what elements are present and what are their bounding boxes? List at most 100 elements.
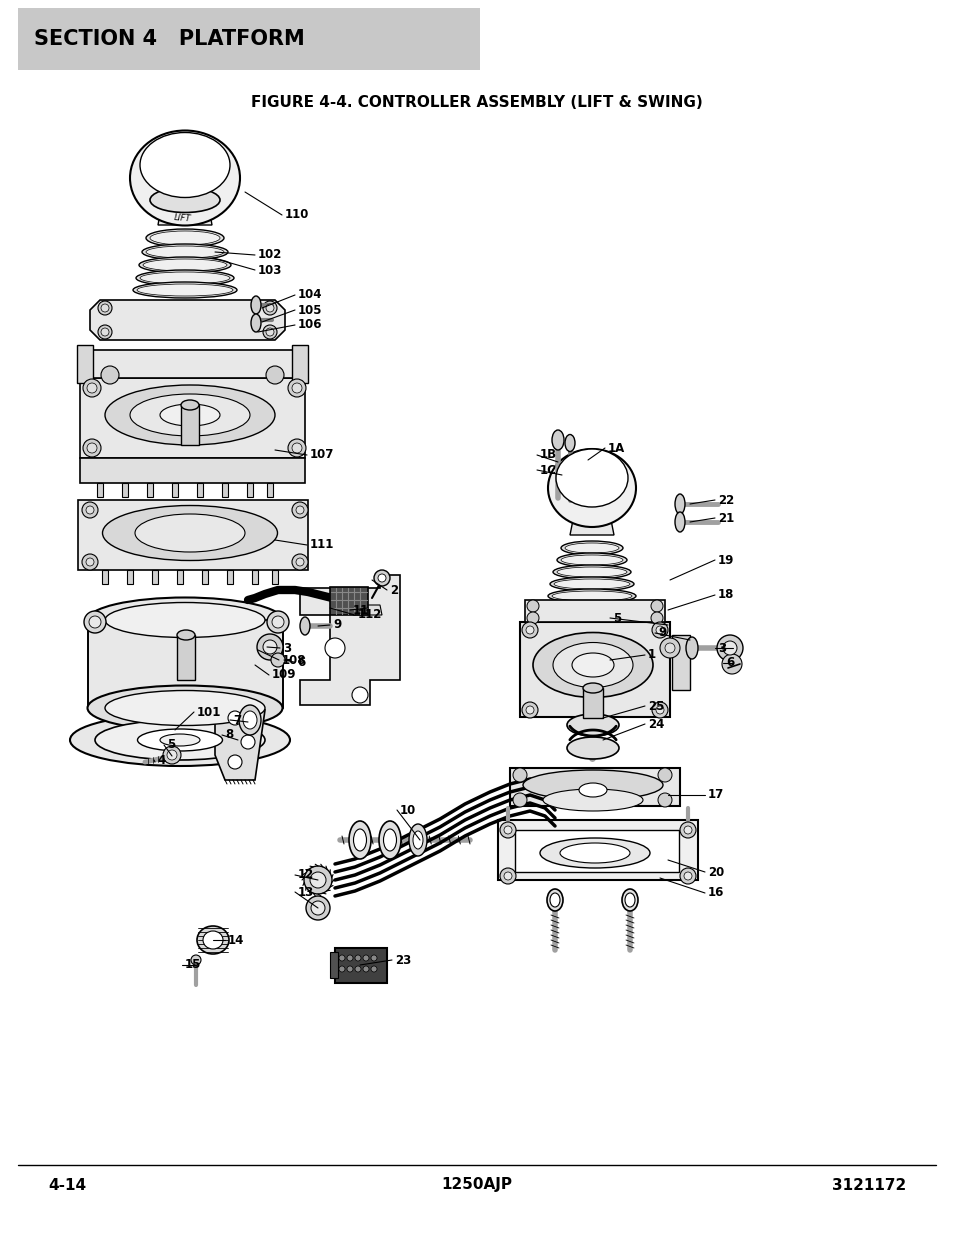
Bar (519, 622, 669, 718)
Circle shape (98, 301, 112, 315)
Circle shape (89, 616, 101, 629)
Text: 107: 107 (310, 448, 334, 462)
Ellipse shape (533, 632, 652, 698)
Ellipse shape (564, 543, 618, 553)
Ellipse shape (177, 630, 194, 640)
Ellipse shape (553, 642, 633, 688)
Circle shape (101, 329, 109, 336)
Ellipse shape (546, 889, 562, 911)
Bar (177, 571, 183, 584)
Bar (122, 483, 128, 496)
Ellipse shape (349, 821, 371, 860)
Bar (292, 345, 308, 383)
Bar (524, 600, 664, 622)
Circle shape (521, 622, 537, 638)
Text: 12: 12 (297, 868, 314, 882)
Ellipse shape (560, 555, 622, 564)
Text: 20: 20 (707, 866, 723, 878)
Circle shape (87, 383, 97, 393)
Circle shape (310, 872, 326, 888)
Circle shape (513, 768, 526, 782)
Ellipse shape (556, 450, 627, 508)
Ellipse shape (143, 259, 227, 270)
Circle shape (191, 955, 201, 965)
Ellipse shape (413, 831, 422, 848)
Ellipse shape (137, 284, 233, 296)
Ellipse shape (135, 514, 245, 552)
Text: 4-14: 4-14 (48, 1177, 86, 1193)
Ellipse shape (140, 132, 230, 198)
Circle shape (256, 634, 283, 659)
Bar (85, 350, 299, 378)
Bar (152, 571, 158, 584)
Ellipse shape (621, 889, 638, 911)
Circle shape (304, 866, 332, 894)
Ellipse shape (196, 926, 229, 953)
Circle shape (306, 897, 330, 920)
Bar (102, 571, 108, 584)
Circle shape (355, 955, 360, 961)
Circle shape (658, 793, 671, 806)
Bar (80, 458, 305, 483)
Ellipse shape (557, 553, 626, 567)
Text: 102: 102 (257, 248, 282, 262)
Circle shape (650, 600, 662, 613)
Circle shape (355, 966, 360, 972)
Circle shape (263, 640, 276, 655)
Ellipse shape (560, 541, 622, 555)
Circle shape (374, 571, 390, 585)
Circle shape (292, 383, 302, 393)
Polygon shape (214, 710, 265, 781)
Text: 8: 8 (225, 729, 233, 741)
Text: 21: 21 (718, 511, 734, 525)
Circle shape (288, 438, 306, 457)
Circle shape (679, 868, 696, 884)
Circle shape (292, 501, 308, 517)
Circle shape (651, 701, 667, 718)
Circle shape (525, 706, 534, 714)
Ellipse shape (563, 463, 592, 480)
Text: 19: 19 (718, 553, 734, 567)
Circle shape (499, 823, 516, 839)
Circle shape (272, 616, 284, 629)
Circle shape (650, 613, 662, 624)
Text: 103: 103 (257, 263, 282, 277)
Ellipse shape (675, 513, 684, 532)
Ellipse shape (160, 734, 200, 746)
Text: FIGURE 4-4. CONTROLLER ASSEMBLY (LIFT & SWING): FIGURE 4-4. CONTROLLER ASSEMBLY (LIFT & … (251, 95, 702, 110)
Circle shape (266, 329, 274, 336)
Ellipse shape (146, 228, 224, 247)
Circle shape (86, 558, 94, 566)
Circle shape (347, 966, 353, 972)
Bar (97, 483, 103, 496)
Text: 6: 6 (296, 656, 305, 668)
Text: 5: 5 (167, 739, 175, 752)
Bar (77, 345, 92, 383)
Text: 15: 15 (185, 958, 201, 972)
Circle shape (499, 868, 516, 884)
Ellipse shape (578, 783, 606, 797)
Circle shape (717, 635, 742, 661)
Polygon shape (299, 576, 399, 705)
Text: 112: 112 (357, 609, 382, 621)
Text: 16: 16 (707, 887, 723, 899)
Circle shape (267, 611, 289, 634)
Ellipse shape (354, 829, 366, 851)
Ellipse shape (582, 683, 602, 693)
Circle shape (292, 443, 302, 453)
Text: 5: 5 (613, 611, 620, 625)
Circle shape (664, 643, 675, 653)
Circle shape (377, 574, 386, 582)
Text: 9: 9 (333, 619, 341, 631)
Text: 10: 10 (399, 804, 416, 816)
Text: 111: 111 (310, 538, 334, 552)
Circle shape (295, 558, 304, 566)
Circle shape (98, 325, 112, 338)
Circle shape (271, 653, 285, 667)
Ellipse shape (624, 893, 635, 906)
Circle shape (503, 826, 512, 834)
Ellipse shape (566, 714, 618, 736)
Circle shape (503, 872, 512, 881)
Text: 1B: 1B (539, 448, 557, 462)
Bar (272, 571, 277, 584)
